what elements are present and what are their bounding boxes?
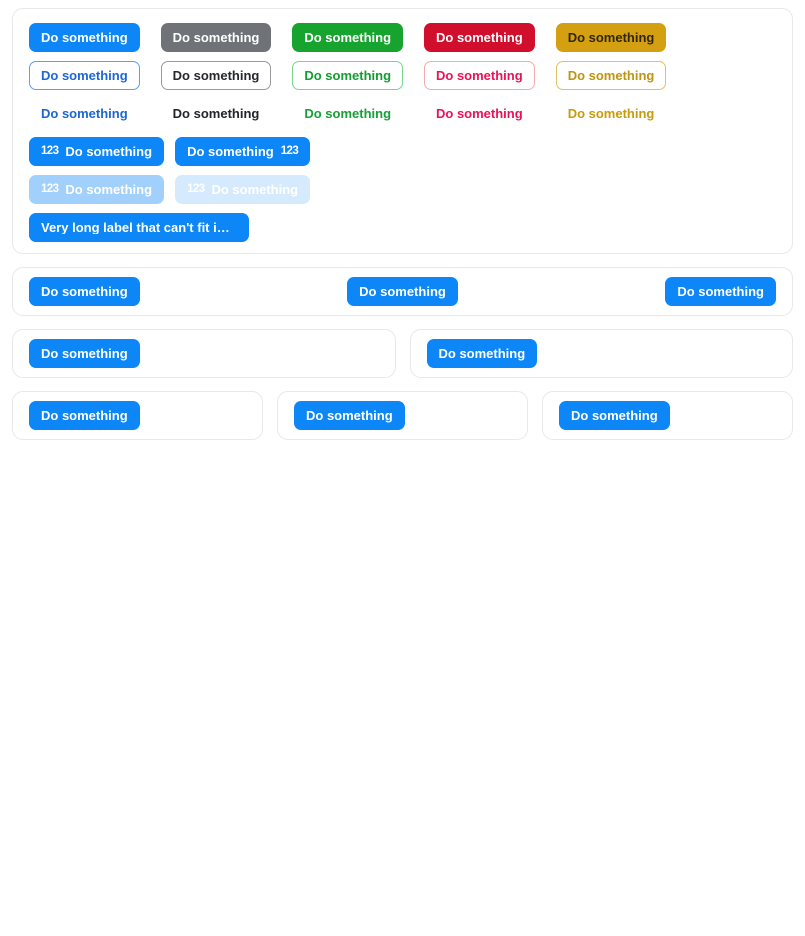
solid-buttons-row: Do something Do something Do something D… [29,23,776,52]
text-button-green[interactable]: Do something [292,99,403,128]
outline-buttons-row: Do something Do something Do something D… [29,61,776,90]
button-label: Do something [65,144,153,159]
button-label: Do something [65,182,153,197]
half-card-2-button[interactable]: Do something [426,339,538,368]
third-card-1: Do something [12,391,263,440]
outline-button-gray[interactable]: Do something [160,61,272,90]
solid-button-blue[interactable]: Do something [29,23,140,52]
toolbar-right-button[interactable]: Do something [665,277,776,306]
text-button-blue[interactable]: Do something [29,99,140,128]
button-variants-card: Do something Do something Do something D… [12,8,793,254]
toolbar-card: Do something Do something Do something [12,267,793,316]
text-button-gray[interactable]: Do something [161,99,272,128]
faded-button-1[interactable]: 123 Do something [29,175,165,204]
third-card-2: Do something [277,391,528,440]
toolbar-left-button[interactable]: Do something [29,277,140,306]
numbers-123-icon: 123 [280,144,299,158]
text-button-yellow[interactable]: Do something [556,99,667,128]
numbers-123-icon: 123 [41,144,59,158]
button-label: Do something [211,182,299,197]
half-card-2: Do something [409,329,793,378]
text-button-red[interactable]: Do something [424,99,535,128]
outline-button-yellow[interactable]: Do something [555,61,667,90]
overflow-button[interactable]: Very long label that can't fit in … [29,213,249,242]
third-card-1-button[interactable]: Do something [29,401,140,430]
solid-button-green[interactable]: Do something [292,23,404,52]
third-card-2-button[interactable]: Do something [294,401,405,430]
solid-button-yellow[interactable]: Do something [555,23,667,52]
icon-trailing-button[interactable]: Do something 123 [175,137,311,166]
faded-buttons-row: 123 Do something 123 Do something [29,175,776,204]
outline-button-blue[interactable]: Do something [29,61,140,90]
numbers-123-icon: 123 [187,182,205,196]
half-cards-row: Do something Do something [12,329,793,378]
toolbar-center-button[interactable]: Do something [347,277,458,306]
solid-button-red[interactable]: Do something [424,23,535,52]
third-card-3-button[interactable]: Do something [559,401,670,430]
outline-button-red[interactable]: Do something [424,61,535,90]
button-label: Very long label that can't fit in … [41,221,237,234]
button-label: Do something [187,144,274,159]
outline-button-green[interactable]: Do something [292,61,404,90]
icon-buttons-row: 123 Do something Do something 123 [29,137,776,166]
text-buttons-row: Do something Do something Do something D… [29,99,776,128]
solid-button-gray[interactable]: Do something [160,23,272,52]
third-card-3: Do something [542,391,793,440]
faded-button-2[interactable]: 123 Do something [175,175,311,204]
half-card-1: Do something [12,329,396,378]
numbers-123-icon: 123 [41,182,59,196]
icon-leading-button[interactable]: 123 Do something [29,137,165,166]
half-card-1-button[interactable]: Do something [29,339,140,368]
overflow-button-row: Very long label that can't fit in … [29,213,776,242]
third-cards-row: Do something Do something Do something [12,391,793,440]
